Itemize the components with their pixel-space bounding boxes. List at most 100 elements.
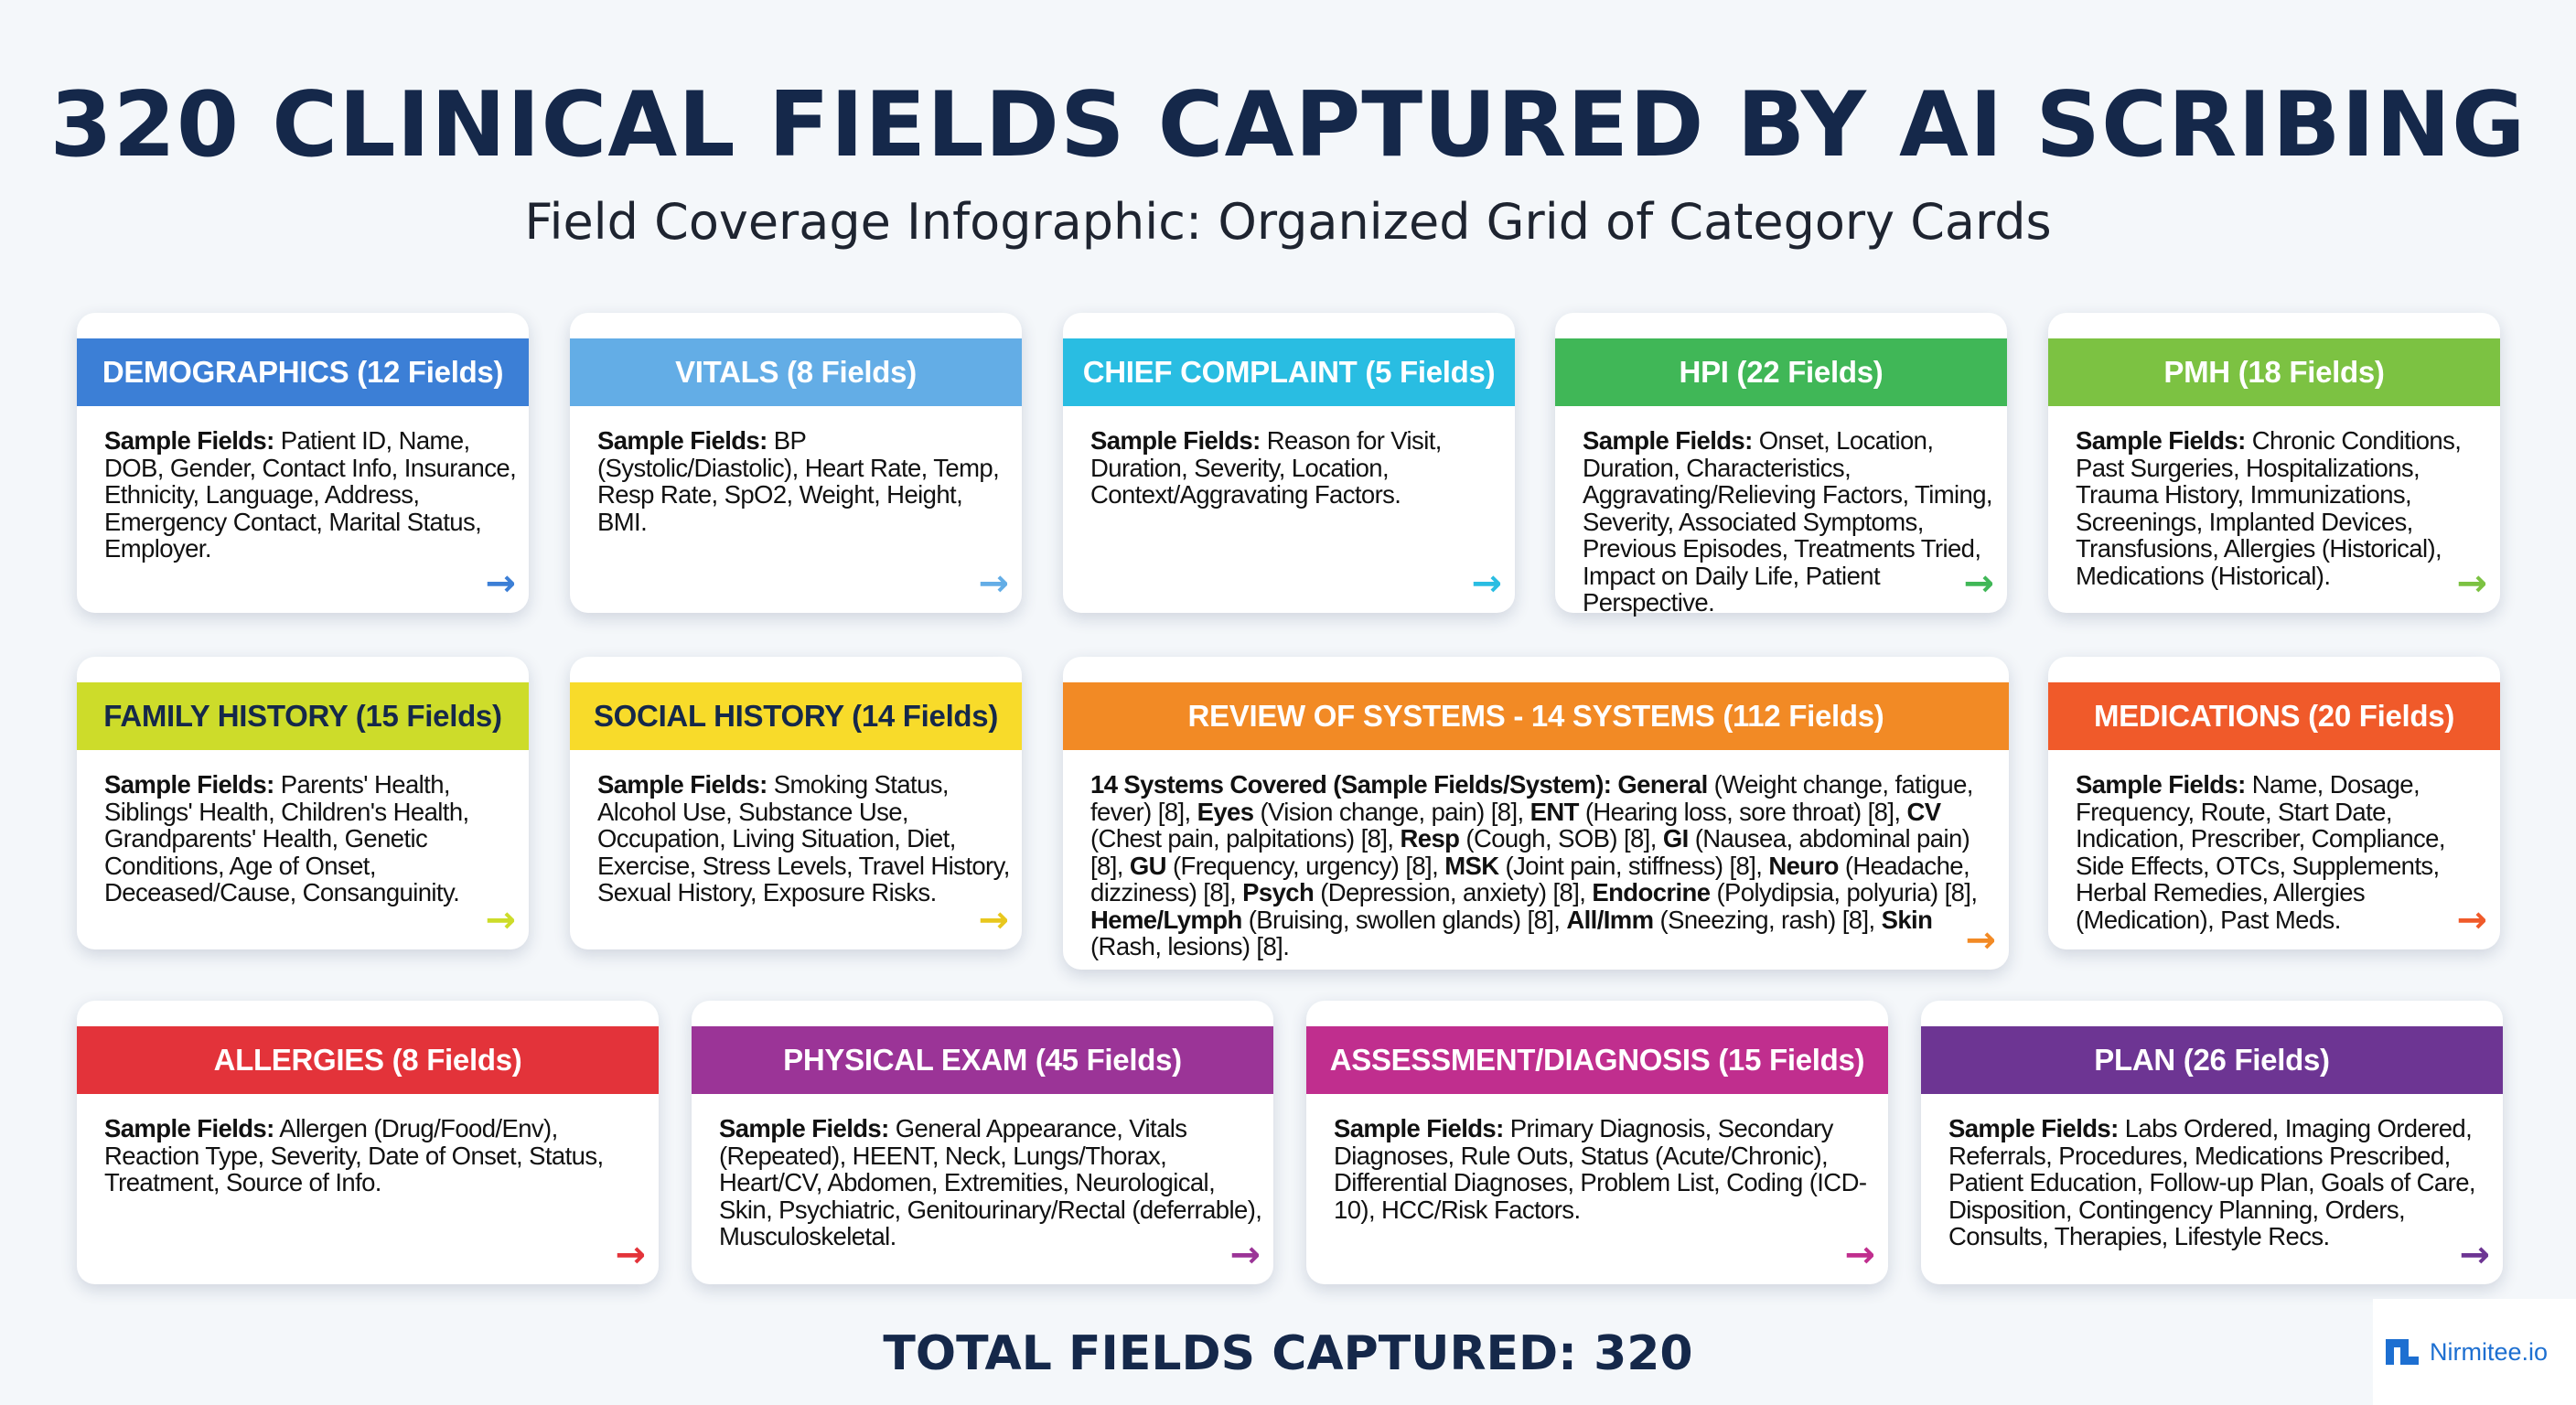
field-text: BP (Systolic/Diastolic), Heart Rate, Tem… bbox=[597, 426, 1000, 536]
field-label: Sample Fields: bbox=[1090, 426, 1261, 455]
arrow-right-icon[interactable]: → bbox=[485, 899, 516, 941]
field-text: Labs Ordered, Imaging Ordered, Referrals… bbox=[1948, 1114, 2476, 1250]
card-header: PLAN (26 Fields) bbox=[1921, 1026, 2503, 1094]
card-header: PHYSICAL EXAM (45 Fields) bbox=[692, 1026, 1273, 1094]
card-sample-fields: Sample Fields: Primary Diagnosis, Second… bbox=[1334, 1115, 1877, 1223]
card-sample-fields: Sample Fields: Labs Ordered, Imaging Ord… bbox=[1948, 1115, 2492, 1250]
card-header: REVIEW OF SYSTEMS - 14 SYSTEMS (112 Fiel… bbox=[1063, 682, 2009, 750]
arrow-right-icon[interactable]: → bbox=[485, 563, 516, 605]
card-header: ALLERGIES (8 Fields) bbox=[77, 1026, 659, 1094]
field-text: Patient ID, Name, DOB, Gender, Contact I… bbox=[104, 426, 517, 563]
arrow-right-icon[interactable]: → bbox=[2456, 563, 2487, 605]
arrow-right-icon[interactable]: → bbox=[615, 1234, 646, 1276]
card-sample-fields: Sample Fields: BP (Systolic/Diastolic), … bbox=[597, 427, 1011, 535]
field-label: All/Imm bbox=[1566, 905, 1654, 934]
arrow-right-icon[interactable]: → bbox=[978, 563, 1009, 605]
field-label: Sample Fields: bbox=[2076, 426, 2246, 455]
field-label: Sample Fields: bbox=[104, 426, 274, 455]
card-medications[interactable]: MEDICATIONS (20 Fields) Sample Fields: Na… bbox=[2048, 657, 2500, 949]
field-label: GI bbox=[1662, 824, 1689, 853]
field-text: (Nausea, abdominal pain) [8], bbox=[1090, 824, 1970, 880]
card-chief-complaint[interactable]: CHIEF COMPLAINT (5 Fields) Sample Fields:… bbox=[1063, 313, 1515, 613]
arrow-right-icon[interactable]: → bbox=[2459, 1234, 2490, 1276]
nirmitee-logo-icon bbox=[2386, 1339, 2419, 1365]
page-subtitle: Field Coverage Infographic: Organized Gr… bbox=[524, 193, 2052, 251]
field-label: MSK bbox=[1444, 851, 1499, 880]
field-label: Sample Fields: bbox=[1583, 426, 1753, 455]
field-text: Primary Diagnosis, Secondary Diagnoses, … bbox=[1334, 1114, 1867, 1224]
field-text: (Cough, SOB) [8], bbox=[1459, 824, 1663, 853]
card-sample-fields: Sample Fields: Chronic Conditions, Past … bbox=[2076, 427, 2489, 589]
arrow-right-icon[interactable]: → bbox=[1229, 1234, 1261, 1276]
field-label: Resp bbox=[1400, 824, 1460, 853]
brand-name: Nirmitee.io bbox=[2430, 1337, 2549, 1366]
card-plan[interactable]: PLAN (26 Fields) Sample Fields: Labs Orde… bbox=[1921, 1001, 2503, 1284]
field-label: Sample Fields: bbox=[597, 426, 767, 455]
card-header: SOCIAL HISTORY (14 Fields) bbox=[570, 682, 1022, 750]
card-header: FAMILY HISTORY (15 Fields) bbox=[77, 682, 529, 750]
field-text: (Sneezing, rash) [8], bbox=[1653, 905, 1882, 934]
card-allergies[interactable]: ALLERGIES (8 Fields) Sample Fields: Aller… bbox=[77, 1001, 659, 1284]
arrow-right-icon[interactable]: → bbox=[1965, 919, 1996, 961]
field-text: Parents' Health, Siblings' Health, Child… bbox=[104, 770, 469, 906]
card-sample-fields: Sample Fields: General Appearance, Vital… bbox=[719, 1115, 1262, 1250]
field-text: (Depression, anxiety) [8], bbox=[1314, 878, 1593, 906]
card-sample-fields: Sample Fields: Smoking Status, Alcohol U… bbox=[597, 771, 1011, 906]
total-fields-label: TOTAL FIELDS CAPTURED: 320 bbox=[883, 1326, 1693, 1381]
field-label: Sample Fields: bbox=[104, 770, 274, 799]
field-text: (Rash, lesions) [8]. bbox=[1090, 932, 1290, 960]
card-vitals[interactable]: VITALS (8 Fields) Sample Fields: BP (Syst… bbox=[570, 313, 1022, 613]
card-sample-fields: Sample Fields: Allergen (Drug/Food/Env),… bbox=[104, 1115, 648, 1196]
field-text: (Hearing loss, sore throat) [8], bbox=[1578, 797, 1907, 826]
card-sample-fields: Sample Fields: Name, Dosage, Frequency, … bbox=[2076, 771, 2489, 933]
card-sample-fields: Sample Fields: Onset, Location, Duration… bbox=[1583, 427, 1996, 617]
field-text: (Joint pain, stiffness) [8], bbox=[1498, 851, 1769, 880]
field-label: Sample Fields: bbox=[1334, 1114, 1504, 1142]
field-label: Sample Fields: bbox=[2076, 770, 2246, 799]
field-text: Onset, Location, Duration, Characteristi… bbox=[1583, 426, 1993, 617]
field-label: Sample Fields: bbox=[719, 1114, 889, 1142]
field-label: GU bbox=[1129, 851, 1167, 880]
field-label: Psych bbox=[1242, 878, 1315, 906]
field-label: ENT bbox=[1530, 797, 1580, 826]
card-header: CHIEF COMPLAINT (5 Fields) bbox=[1063, 338, 1515, 406]
field-text: Allergen (Drug/Food/Env), Reaction Type,… bbox=[104, 1114, 604, 1196]
brand-badge: Nirmitee.io bbox=[2373, 1299, 2576, 1405]
field-label: CV bbox=[1906, 797, 1941, 826]
card-physical-exam[interactable]: PHYSICAL EXAM (45 Fields) Sample Fields: … bbox=[692, 1001, 1273, 1284]
arrow-right-icon[interactable]: → bbox=[978, 899, 1009, 941]
card-header: MEDICATIONS (20 Fields) bbox=[2048, 682, 2500, 750]
card-review-of-systems-14-systems[interactable]: REVIEW OF SYSTEMS - 14 SYSTEMS (112 Fiel… bbox=[1063, 657, 2009, 970]
field-label: Sample Fields: bbox=[597, 770, 767, 799]
card-sample-fields: Sample Fields: Patient ID, Name, DOB, Ge… bbox=[104, 427, 518, 563]
arrow-right-icon[interactable]: → bbox=[1963, 563, 1994, 605]
card-social-history[interactable]: SOCIAL HISTORY (14 Fields) Sample Fields:… bbox=[570, 657, 1022, 949]
arrow-right-icon[interactable]: → bbox=[2456, 899, 2487, 941]
field-text: (Weight change, fatigue, fever) [8], bbox=[1090, 770, 1973, 826]
card-sample-fields: 14 Systems Covered (Sample Fields/System… bbox=[1090, 771, 1998, 960]
field-label: Heme/Lymph bbox=[1090, 905, 1242, 934]
card-demographics[interactable]: DEMOGRAPHICS (12 Fields) Sample Fields: P… bbox=[77, 313, 529, 613]
field-label: 14 Systems Covered (Sample Fields/System… bbox=[1090, 770, 1708, 799]
field-text: (Bruising, swollen glands) [8], bbox=[1241, 905, 1567, 934]
field-text: Reason for Visit, Duration, Severity, Lo… bbox=[1090, 426, 1442, 509]
card-header: HPI (22 Fields) bbox=[1555, 338, 2007, 406]
card-sample-fields: Sample Fields: Parents' Health, Siblings… bbox=[104, 771, 518, 906]
card-header: PMH (18 Fields) bbox=[2048, 338, 2500, 406]
field-text: (Frequency, urgency) [8], bbox=[1165, 851, 1445, 880]
field-label: Eyes bbox=[1197, 797, 1254, 826]
field-text: General Appearance, Vitals (Repeated), H… bbox=[719, 1114, 1262, 1250]
arrow-right-icon[interactable]: → bbox=[1471, 563, 1502, 605]
field-label: Skin bbox=[1881, 905, 1933, 934]
field-label: Sample Fields: bbox=[104, 1114, 274, 1142]
arrow-right-icon[interactable]: → bbox=[1844, 1234, 1875, 1276]
field-text: Name, Dosage, Frequency, Route, Start Da… bbox=[2076, 770, 2446, 934]
card-hpi[interactable]: HPI (22 Fields) Sample Fields: Onset, Loc… bbox=[1555, 313, 2007, 616]
card-header: DEMOGRAPHICS (12 Fields) bbox=[77, 338, 529, 406]
card-family-history[interactable]: FAMILY HISTORY (15 Fields) Sample Fields:… bbox=[77, 657, 529, 949]
card-assessment-diagnosis[interactable]: ASSESSMENT/DIAGNOSIS (15 Fields) Sample F… bbox=[1306, 1001, 1888, 1284]
card-header: ASSESSMENT/DIAGNOSIS (15 Fields) bbox=[1306, 1026, 1888, 1094]
field-text: (Vision change, pain) [8], bbox=[1253, 797, 1530, 826]
card-pmh[interactable]: PMH (18 Fields) Sample Fields: Chronic Co… bbox=[2048, 313, 2500, 613]
field-text: (Chest pain, palpitations) [8], bbox=[1090, 824, 1401, 853]
